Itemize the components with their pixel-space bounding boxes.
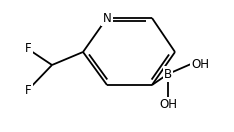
Text: OH: OH [191,58,209,70]
Text: B: B [164,67,172,81]
Text: F: F [25,43,31,55]
Text: F: F [25,84,31,96]
Text: OH: OH [159,98,177,111]
Text: N: N [103,11,111,25]
